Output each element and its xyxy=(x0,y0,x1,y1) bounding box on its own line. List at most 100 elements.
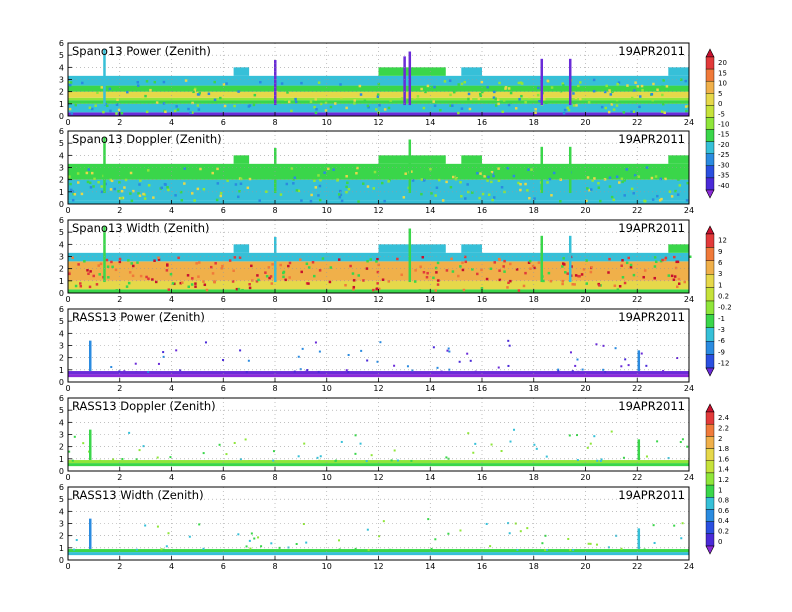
data-pixel xyxy=(165,269,169,272)
data-pixel xyxy=(656,88,659,92)
data-pixel xyxy=(531,264,535,268)
data-point xyxy=(123,370,126,373)
data-point xyxy=(378,535,381,538)
data-point xyxy=(589,542,592,545)
colorbar-cell xyxy=(705,68,715,82)
data-pixel xyxy=(68,272,71,276)
panel-title: Spano13 Width (Zenith) xyxy=(72,221,210,235)
x-tick-label: 0 xyxy=(65,384,70,393)
data-pixel xyxy=(76,172,80,175)
y-tick-label: 3 xyxy=(59,520,64,529)
data-pixel xyxy=(68,107,72,111)
data-pixel xyxy=(610,195,614,199)
data-spike xyxy=(88,518,92,550)
data-pixel xyxy=(661,93,664,97)
data-pixel xyxy=(419,89,422,92)
data-pixel xyxy=(494,97,497,101)
data-pixel xyxy=(615,104,619,107)
data-pixel xyxy=(449,93,452,97)
data-pixel xyxy=(659,177,663,181)
colorbar-label: 1.8 xyxy=(718,445,729,453)
data-pixel xyxy=(79,282,82,285)
data-pixel xyxy=(621,180,624,184)
data-pixel xyxy=(109,109,112,113)
data-pixel xyxy=(400,97,404,100)
data-pixel xyxy=(86,180,90,184)
data-pixel xyxy=(461,261,464,264)
colorbar-label: -25 xyxy=(718,151,729,159)
data-pixel xyxy=(268,276,271,280)
data-point xyxy=(476,549,479,552)
data-pixel xyxy=(99,262,103,266)
data-pixel xyxy=(87,168,90,171)
data-pixel xyxy=(457,111,460,115)
data-point xyxy=(299,368,302,371)
data-pixel xyxy=(329,105,333,109)
data-pixel xyxy=(575,104,578,107)
data-point xyxy=(138,449,141,452)
data-pixel xyxy=(164,110,167,114)
data-point xyxy=(365,460,368,463)
data-point xyxy=(427,518,430,521)
data-pixel xyxy=(376,93,380,96)
data-pixel xyxy=(98,273,101,276)
data-pixel xyxy=(355,171,358,175)
data-pixel xyxy=(487,175,490,179)
data-pixel xyxy=(153,259,156,262)
data-pixel xyxy=(636,169,639,172)
data-pixel xyxy=(402,196,406,199)
data-pixel xyxy=(659,259,663,263)
data-pixel xyxy=(641,176,645,179)
y-tick-label: 3 xyxy=(59,164,64,173)
data-pixel xyxy=(300,199,303,202)
data-pixel xyxy=(664,256,668,260)
panel-title: Spano13 Doppler (Zenith) xyxy=(72,132,222,146)
x-tick-label: 14 xyxy=(425,118,435,127)
data-pixel xyxy=(239,177,243,181)
data-point xyxy=(581,368,584,371)
data-point xyxy=(144,524,147,527)
panel-date: 19APR2011 xyxy=(618,488,685,502)
data-point xyxy=(68,450,71,453)
data-pixel xyxy=(490,170,494,174)
data-pixel xyxy=(180,281,184,284)
data-pixel xyxy=(538,100,541,103)
y-tick-label: 6 xyxy=(59,305,64,314)
data-spike xyxy=(88,340,92,372)
data-pixel xyxy=(484,172,488,176)
data-pixel xyxy=(117,190,120,193)
data-pixel xyxy=(683,280,687,284)
data-band xyxy=(68,179,689,201)
data-pixel xyxy=(269,275,273,278)
x-tick-label: 0 xyxy=(65,118,70,127)
x-tick-label: 8 xyxy=(272,562,277,571)
y-tick-label: 0 xyxy=(59,467,64,476)
data-point xyxy=(179,369,182,372)
data-point xyxy=(569,548,572,551)
data-pixel xyxy=(420,178,424,181)
data-point xyxy=(602,368,605,371)
data-band xyxy=(68,371,689,375)
data-pixel xyxy=(220,267,224,270)
data-pixel xyxy=(460,195,463,198)
x-tick-label: 14 xyxy=(425,295,435,304)
data-pixel xyxy=(183,182,186,185)
data-point xyxy=(338,539,341,542)
data-pixel xyxy=(109,178,113,182)
data-pixel xyxy=(607,110,611,114)
data-point xyxy=(270,542,273,545)
data-pixel xyxy=(461,94,465,98)
data-pixel xyxy=(461,268,465,272)
colorbar-label: 1.4 xyxy=(718,466,730,474)
data-pixel xyxy=(327,167,330,171)
x-tick-label: 24 xyxy=(684,473,694,482)
data-band xyxy=(68,85,689,92)
colorbar-cell xyxy=(705,93,715,106)
data-pixel xyxy=(387,106,391,110)
data-pixel xyxy=(674,189,677,193)
data-pixel xyxy=(248,283,251,286)
data-pixel xyxy=(321,257,325,260)
colorbar-label: -6 xyxy=(718,337,726,345)
data-point xyxy=(508,344,511,347)
data-pixel xyxy=(650,176,654,180)
